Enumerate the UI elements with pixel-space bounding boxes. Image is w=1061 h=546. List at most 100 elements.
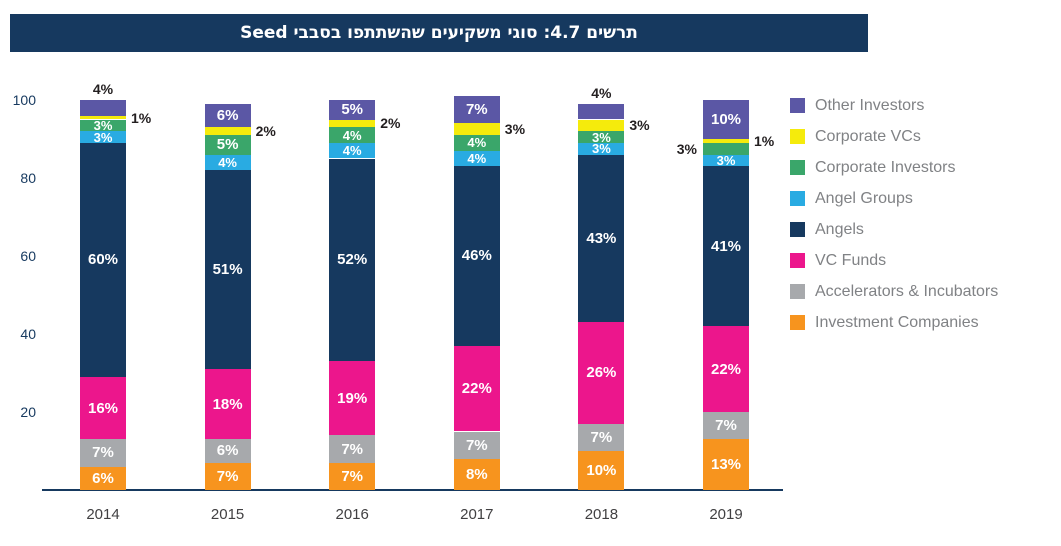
bar-segment (80, 439, 126, 467)
legend-item: Accelerators & Incubators (790, 276, 998, 307)
category-label: 2017 (460, 506, 494, 523)
bar-segment (578, 154, 625, 323)
bar-segment (329, 158, 376, 362)
bar-segment (329, 127, 376, 143)
bar-segment-label: 3% (504, 121, 526, 138)
bar-segment-label: 41% (710, 237, 742, 255)
bar-segment (578, 119, 625, 132)
bar-segment-label: 43% (586, 229, 617, 247)
bar-segment (703, 142, 749, 155)
y-tick-label: 100 (12, 92, 36, 108)
bar-segment (453, 166, 500, 346)
legend-item: Angels (790, 214, 998, 245)
bar-segment-label: 3% (93, 129, 113, 145)
bar-segment-label: 46% (461, 247, 492, 265)
bar-segment-label: 6% (216, 442, 239, 460)
legend-item: VC Funds (790, 245, 998, 276)
bar-segment (703, 166, 749, 327)
bar-segment (80, 466, 126, 490)
chart-title: תרשים 4.7: סוגי משקיעים שהשתתפו בסבבי Se… (10, 14, 868, 52)
bar-segment (453, 135, 500, 151)
legend-label: Investment Companies (815, 313, 979, 331)
bar-segment (453, 458, 500, 490)
legend-item: Angel Groups (790, 183, 998, 214)
category-label: 2015 (210, 506, 245, 523)
bar-segment-label: 3% (591, 141, 611, 157)
bar-segment (578, 142, 625, 155)
bar-segment (453, 345, 500, 432)
bar-segment-label: 7% (216, 467, 239, 485)
bar-segment-label: 60% (87, 251, 119, 269)
bar-segment (578, 131, 625, 143)
bar-segment (578, 322, 625, 424)
legend-item: Corporate Investors (790, 152, 998, 183)
bar-segment-label: 3% (591, 129, 611, 145)
legend-label: Corporate Investors (815, 158, 956, 176)
bar-segment-label: 7% (341, 467, 364, 485)
bar-segment-label: 2% (380, 115, 401, 132)
legend-swatch (790, 129, 805, 144)
legend-label: Angel Groups (815, 189, 913, 207)
legend: Other Investors Corporate VCs Corporate In… (790, 90, 998, 338)
bar-segment (329, 142, 376, 159)
bar-segment-label: 4% (342, 143, 362, 159)
legend-item: Corporate VCs (790, 121, 998, 152)
bar-segment (80, 115, 126, 120)
legend-label: Angels (815, 220, 864, 238)
bar-segment (204, 462, 251, 490)
bar-segment (329, 462, 376, 490)
bar-segment (80, 100, 126, 116)
bar-segment-label: 8% (465, 465, 488, 483)
bar-segment (80, 376, 126, 440)
category-label: 2014 (86, 506, 120, 523)
bar-segment-label: 4% (591, 84, 612, 101)
bar-segment (453, 431, 500, 459)
bar-segment-label: 4% (92, 81, 114, 97)
bar-segment-label: 4% (218, 154, 237, 170)
legend-label: Other Investors (815, 96, 925, 114)
bar-segment-label: 19% (337, 389, 368, 407)
bar-segment (329, 100, 376, 120)
bar-segment-label: 18% (212, 395, 243, 413)
bar-segment-label: 2% (255, 123, 276, 140)
bar-segment-label: 10% (586, 462, 617, 479)
legend-swatch (790, 315, 805, 330)
legend-swatch (790, 284, 805, 299)
x-axis-line (42, 489, 783, 491)
category-label: 2018 (584, 506, 619, 523)
bar-segment (453, 123, 500, 136)
bar-segment (453, 96, 500, 124)
bar-segment (204, 103, 251, 128)
bar-segment (703, 154, 749, 167)
legend-swatch (790, 222, 805, 237)
bar-segment-label: 22% (461, 380, 492, 398)
legend-item: Investment Companies (790, 307, 998, 338)
bar-segment-label: 5% (216, 136, 239, 154)
bar-segment (204, 369, 251, 440)
legend-swatch (790, 191, 805, 206)
bar-segment-label: 7% (590, 428, 613, 446)
category-label: 2016 (335, 506, 369, 523)
bar-segment-label: 7% (341, 440, 364, 458)
bar-segment (578, 451, 625, 490)
bar-segment (80, 119, 126, 132)
bar-segment-label: 4% (342, 127, 362, 143)
bar-segment (329, 361, 376, 436)
bar-segment (80, 131, 126, 143)
bar-segment-label: 16% (87, 399, 119, 417)
bar-segment-label: 7% (715, 417, 737, 435)
bar-segment-label: 22% (710, 360, 742, 378)
bar-segment (703, 100, 749, 139)
legend-label: Accelerators & Incubators (815, 282, 999, 300)
category-label: 2019 (709, 506, 743, 523)
legend-swatch (790, 160, 805, 175)
bar-segment (80, 142, 126, 377)
legend-label: VC Funds (815, 251, 887, 269)
legend-swatch (790, 253, 805, 268)
bar-segment-label: 3% (629, 117, 650, 134)
bar-segment-label: 4% (467, 135, 487, 151)
bar-segment-label: 3% (676, 140, 697, 157)
bar-segment-label: 6% (216, 107, 239, 125)
y-tick-label: 20 (20, 404, 36, 420)
bar-segment-label: 7% (465, 436, 488, 454)
